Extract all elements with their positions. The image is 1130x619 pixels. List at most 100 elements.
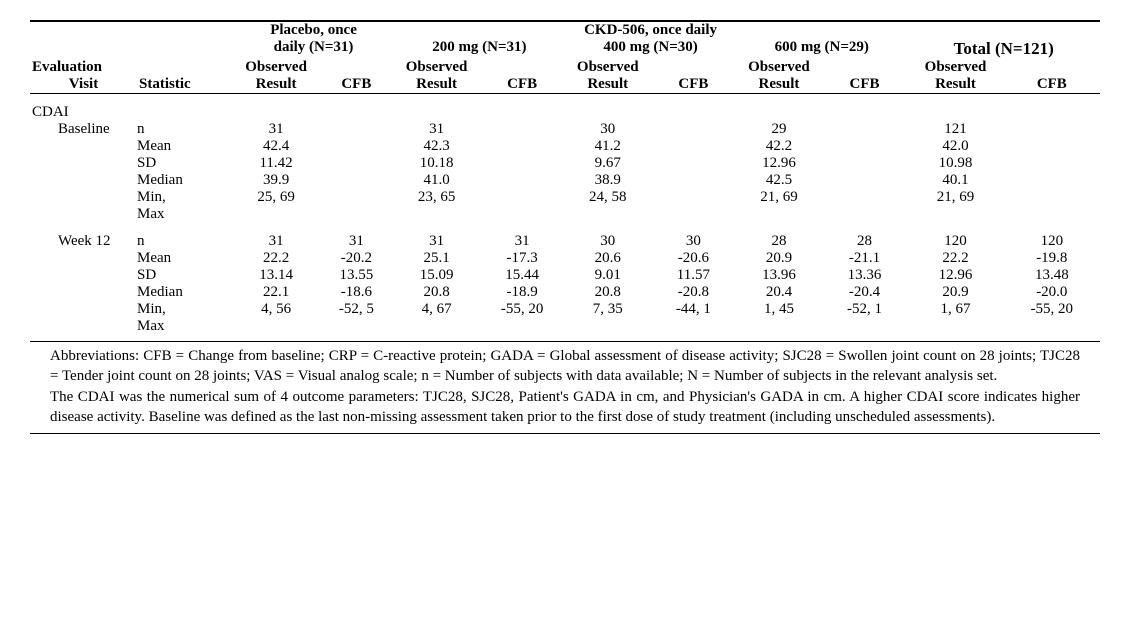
cell: -19.8 (1004, 250, 1100, 267)
cell: 41.2 (565, 138, 651, 155)
cell: -55, 20 (1004, 301, 1100, 318)
cell: -17.3 (479, 250, 565, 267)
week12-median-row: Median 22.1 -18.6 20.8 -18.9 20.8 -20.8 … (30, 284, 1100, 301)
hdr-ckd506-super: CKD-506, once daily (394, 21, 908, 39)
cell: 4, 67 (394, 301, 480, 318)
cell: 11.57 (651, 267, 737, 284)
cell: 24, 58 (565, 189, 651, 206)
cell: 13.36 (822, 267, 908, 284)
stat-min: Min, (137, 189, 233, 206)
cell: 31 (319, 233, 394, 250)
cell: 1, 67 (907, 301, 1003, 318)
hdr-cfb-3: CFB (651, 76, 737, 94)
header-row-1: Placebo, once CKD-506, once daily (30, 21, 1100, 39)
footnote-desc: The CDAI was the numerical sum of 4 outc… (50, 387, 1080, 428)
cell: 25, 69 (233, 189, 319, 206)
cell: -44, 1 (651, 301, 737, 318)
cell: 31 (394, 121, 480, 138)
week12-max-row: Max (30, 318, 1100, 335)
hdr-cfb-5: CFB (1004, 76, 1100, 94)
hdr-observed-1: Observed (233, 59, 319, 76)
cell: 4, 56 (233, 301, 319, 318)
header-row-4: Visit Statistic Result CFB Result CFB Re… (30, 76, 1100, 94)
cell: 23, 65 (394, 189, 480, 206)
footnote-block: Abbreviations: CFB = Change from baselin… (30, 341, 1100, 387)
hdr-200: 200 mg (N=31) (394, 39, 565, 59)
cell: 9.67 (565, 155, 651, 172)
hdr-400: 400 mg (N=30) (565, 39, 736, 59)
hdr-placebo-2: daily (N=31) (233, 39, 393, 59)
cell: 21, 69 (907, 189, 1003, 206)
cell: 12.96 (907, 267, 1003, 284)
cell: 13.96 (736, 267, 822, 284)
cell: 39.9 (233, 172, 319, 189)
cell: 42.3 (394, 138, 480, 155)
cell: 31 (233, 233, 319, 250)
hdr-placebo-1: Placebo, once (233, 21, 393, 39)
cell: -20.4 (822, 284, 908, 301)
header-row-2: daily (N=31) 200 mg (N=31) 400 mg (N=30)… (30, 39, 1100, 59)
spacer (30, 223, 1100, 233)
cell: 15.44 (479, 267, 565, 284)
stat-sd: SD (137, 267, 233, 284)
hdr-result-3: Result (565, 76, 651, 94)
cell: 30 (565, 121, 651, 138)
baseline-minmax-row: Min, 25, 69 23, 65 24, 58 21, 69 21, 69 (30, 189, 1100, 206)
cell: 121 (907, 121, 1003, 138)
cell: 30 (565, 233, 651, 250)
stat-mean: Mean (137, 138, 233, 155)
cell: 15.09 (394, 267, 480, 284)
hdr-visit: Visit (30, 76, 137, 94)
footnote-block-2: The CDAI was the numerical sum of 4 outc… (30, 387, 1100, 435)
baseline-sd-row: SD 11.42 10.18 9.67 12.96 10.98 (30, 155, 1100, 172)
cell: 1, 45 (736, 301, 822, 318)
week12-minmax-row: Min, 4, 56 -52, 5 4, 67 -55, 20 7, 35 -4… (30, 301, 1100, 318)
cell: 22.2 (233, 250, 319, 267)
cell: 20.9 (736, 250, 822, 267)
cell: 40.1 (907, 172, 1003, 189)
cell: 30 (651, 233, 737, 250)
cell: -21.1 (822, 250, 908, 267)
visit-baseline: Baseline (30, 121, 137, 138)
cell: -52, 5 (319, 301, 394, 318)
cell: -20.8 (651, 284, 737, 301)
hdr-observed-3: Observed (565, 59, 651, 76)
hdr-result-1: Result (233, 76, 319, 94)
section-title: CDAI (30, 94, 1100, 122)
cell: 22.1 (233, 284, 319, 301)
cell: 42.5 (736, 172, 822, 189)
hdr-observed-2: Observed (394, 59, 480, 76)
cell: -55, 20 (479, 301, 565, 318)
cell: -20.6 (651, 250, 737, 267)
cell: 42.0 (907, 138, 1003, 155)
cell: 20.6 (565, 250, 651, 267)
cell: 13.14 (233, 267, 319, 284)
stat-n: n (137, 233, 233, 250)
cell: 22.2 (907, 250, 1003, 267)
cell: 20.9 (907, 284, 1003, 301)
hdr-cfb-4: CFB (822, 76, 908, 94)
hdr-cfb-2: CFB (479, 76, 565, 94)
hdr-600: 600 mg (N=29) (736, 39, 907, 59)
cell: 20.8 (394, 284, 480, 301)
stat-sd: SD (137, 155, 233, 172)
hdr-result-4: Result (736, 76, 822, 94)
hdr-total: Total (N=121) (907, 39, 1100, 59)
cell: -20.0 (1004, 284, 1100, 301)
cell: 31 (233, 121, 319, 138)
cell: 25.1 (394, 250, 480, 267)
cell: -18.9 (479, 284, 565, 301)
baseline-max-row: Max (30, 206, 1100, 223)
cell: 42.4 (233, 138, 319, 155)
hdr-observed-4: Observed (736, 59, 822, 76)
cell: 13.55 (319, 267, 394, 284)
stat-max: Max (137, 318, 233, 335)
visit-week12: Week 12 (30, 233, 137, 250)
cell: 120 (907, 233, 1003, 250)
cell: 12.96 (736, 155, 822, 172)
cell: 120 (1004, 233, 1100, 250)
stat-median: Median (137, 284, 233, 301)
baseline-mean-row: Mean 42.4 42.3 41.2 42.2 42.0 (30, 138, 1100, 155)
baseline-median-row: Median 39.9 41.0 38.9 42.5 40.1 (30, 172, 1100, 189)
cell: 10.18 (394, 155, 480, 172)
